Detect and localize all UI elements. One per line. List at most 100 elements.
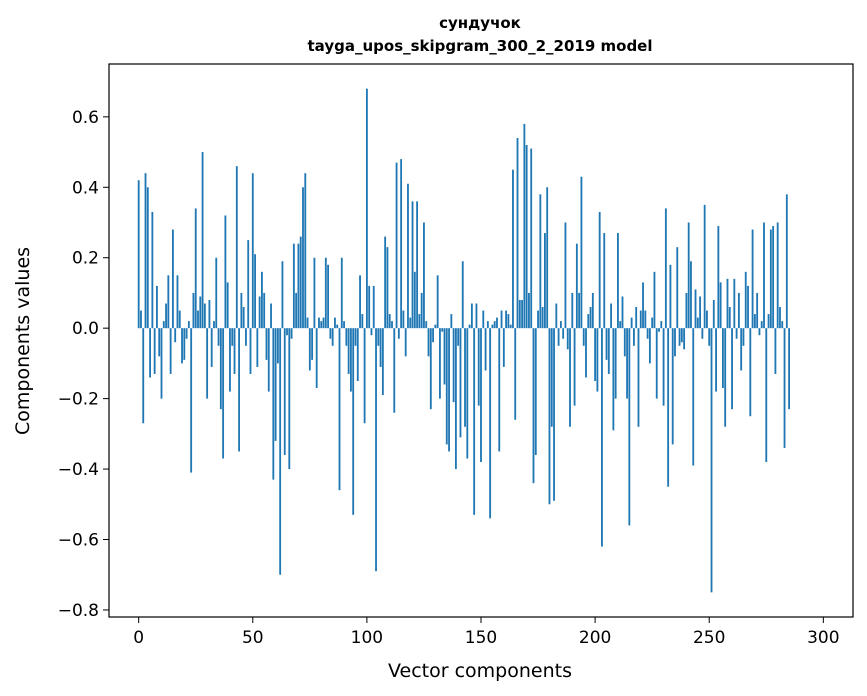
- bar-83: [327, 264, 330, 329]
- bar-200: [594, 328, 597, 381]
- bar-243: [692, 328, 695, 466]
- bar-277: [769, 229, 772, 329]
- bar-51: [254, 254, 256, 329]
- x-tick-label: 0: [133, 628, 144, 648]
- bar-42: [233, 328, 236, 374]
- bar-242: [690, 261, 692, 329]
- bar-30: [206, 328, 209, 399]
- bar-47: [245, 328, 247, 346]
- bar-186: [562, 328, 565, 339]
- bar-272: [758, 328, 761, 336]
- bar-98: [361, 314, 364, 329]
- bar-75: [308, 328, 311, 371]
- bar-139: [454, 328, 457, 470]
- bar-169: [523, 123, 526, 329]
- bar-217: [633, 328, 635, 346]
- bar-52: [256, 328, 259, 367]
- bar-231: [664, 208, 667, 329]
- bar-228: [658, 328, 660, 332]
- bar-110: [388, 314, 391, 329]
- bar-259: [728, 307, 731, 329]
- bar-251: [710, 328, 713, 593]
- bar-154: [489, 328, 492, 519]
- bar-115: [400, 159, 403, 329]
- bar-142: [461, 261, 464, 329]
- bar-241: [687, 222, 690, 329]
- bar-173: [532, 328, 535, 484]
- bar-280: [776, 222, 779, 329]
- bar-64: [283, 328, 286, 455]
- bar-107: [381, 328, 384, 396]
- bar-66: [288, 328, 291, 470]
- bar-96: [356, 328, 359, 381]
- bar-167: [518, 299, 521, 329]
- x-axis-ticks: 0 50 100 150 200 250 300: [133, 617, 840, 648]
- bar-145: [468, 324, 471, 329]
- bar-62: [279, 328, 282, 575]
- bar-257: [724, 328, 727, 427]
- bar-99: [363, 328, 366, 424]
- bar-269: [751, 229, 754, 329]
- bar-184: [557, 328, 560, 346]
- bar-234: [671, 328, 674, 445]
- bar-238: [680, 328, 683, 343]
- bar-178: [543, 233, 546, 329]
- bar-101: [368, 285, 371, 329]
- bar-197: [587, 314, 590, 329]
- bar-21: [185, 328, 188, 339]
- bar-222: [644, 310, 647, 329]
- bar-258: [726, 278, 729, 329]
- bar-223: [646, 328, 649, 339]
- bar-281: [779, 307, 781, 329]
- bar-237: [678, 328, 681, 346]
- bar-71: [299, 236, 302, 329]
- bar-267: [747, 285, 749, 329]
- bar-80: [320, 321, 323, 329]
- bar-208: [612, 328, 615, 431]
- bar-158: [498, 328, 501, 452]
- bar-131: [436, 275, 439, 329]
- bar-76: [311, 328, 314, 360]
- bar-103: [372, 285, 375, 329]
- bar-276: [767, 314, 770, 329]
- bar-123: [418, 314, 421, 329]
- bar-230: [662, 328, 665, 406]
- bar-90: [343, 321, 345, 329]
- bar-63: [281, 261, 284, 329]
- bar-226: [653, 271, 656, 329]
- bar-24: [192, 292, 195, 329]
- bar-117: [404, 328, 407, 357]
- y-tick-label: 0.2: [72, 249, 99, 269]
- bar-235: [674, 328, 676, 357]
- bar-127: [427, 328, 430, 357]
- bar-221: [642, 282, 644, 329]
- bar-120: [411, 201, 414, 329]
- bar-108: [384, 236, 387, 329]
- bar-250: [708, 328, 711, 346]
- bar-119: [409, 317, 412, 329]
- bar-190: [571, 292, 574, 329]
- bar-106: [379, 328, 382, 367]
- bar-253: [715, 328, 717, 392]
- bar-275: [765, 328, 768, 463]
- bar-19: [181, 328, 183, 364]
- bar-4: [146, 187, 149, 329]
- bar-77: [313, 257, 316, 329]
- bar-57: [267, 328, 270, 392]
- bar-134: [443, 328, 446, 385]
- x-axis-label: Vector components: [388, 660, 572, 682]
- bar-121: [413, 271, 416, 329]
- bar-138: [452, 328, 455, 403]
- bar-89: [340, 257, 343, 329]
- bar-283: [783, 328, 786, 448]
- bar-249: [706, 310, 708, 329]
- bar-240: [685, 292, 688, 329]
- bar-48: [247, 240, 250, 329]
- bar-141: [459, 328, 462, 438]
- bar-58: [270, 303, 272, 329]
- bar-232: [667, 328, 670, 487]
- bar-9: [158, 328, 161, 357]
- bar-25: [194, 208, 197, 329]
- bar-284: [785, 194, 788, 329]
